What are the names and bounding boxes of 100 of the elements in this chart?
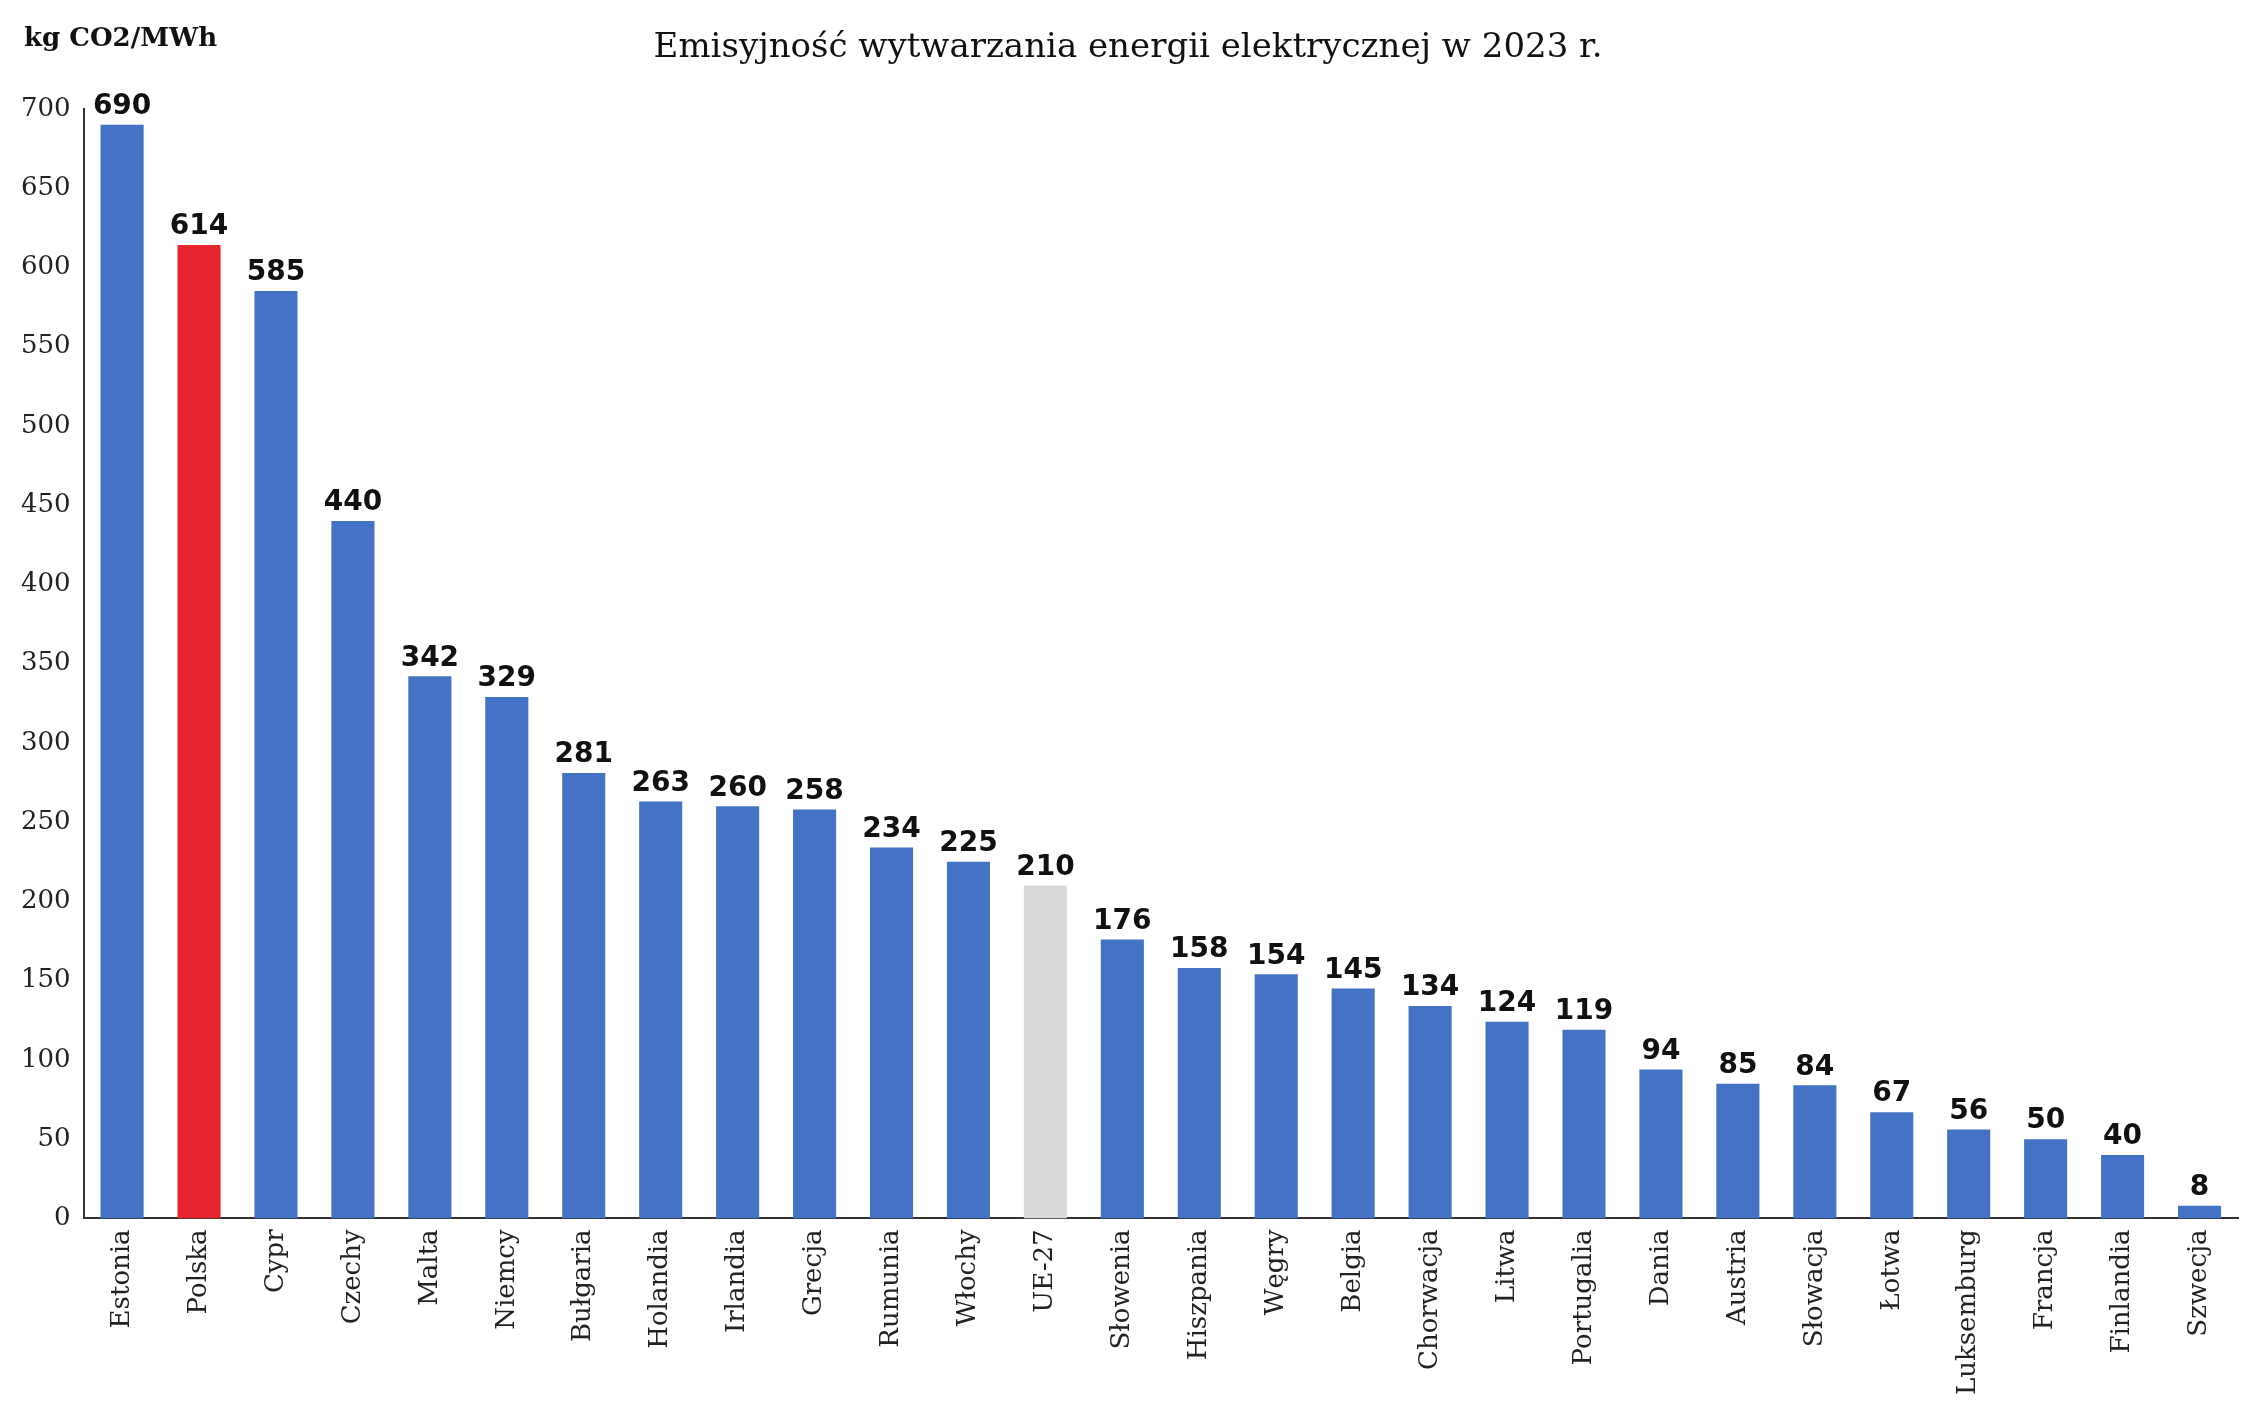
x-tick-label: Cypr bbox=[258, 1228, 289, 1294]
y-tick-label: 650 bbox=[20, 170, 71, 201]
bar bbox=[254, 291, 298, 1219]
data-label: 8 bbox=[2189, 1168, 2210, 1202]
y-tick-label: 300 bbox=[20, 725, 71, 756]
bar bbox=[1716, 1083, 1760, 1219]
y-tick-label: 0 bbox=[54, 1201, 71, 1232]
chart-title: Emisyjność wytwarzania energii elektrycznej w 2023 r. bbox=[653, 25, 1603, 66]
bar bbox=[1562, 1029, 1606, 1219]
data-label: 440 bbox=[323, 484, 383, 518]
bar bbox=[100, 124, 144, 1219]
data-label: 85 bbox=[1718, 1046, 1758, 1080]
x-tick-label: Włochy bbox=[951, 1229, 982, 1327]
data-label: 260 bbox=[708, 769, 767, 803]
x-tick-label: Węgry bbox=[1258, 1229, 1289, 1316]
data-label: 210 bbox=[1016, 848, 1075, 882]
data-label: 124 bbox=[1477, 985, 1537, 1019]
data-label: 67 bbox=[1872, 1075, 1912, 1109]
data-label: 145 bbox=[1323, 951, 1383, 985]
data-label: 176 bbox=[1093, 902, 1152, 936]
bar bbox=[1947, 1129, 1991, 1219]
y-tick-label: 100 bbox=[20, 1042, 71, 1073]
bar bbox=[2024, 1139, 2068, 1219]
y-tick-label: 600 bbox=[20, 250, 71, 281]
x-tick-label: Belgia bbox=[1335, 1229, 1366, 1313]
bar bbox=[1408, 1005, 1452, 1219]
data-label: 119 bbox=[1554, 993, 1614, 1027]
bar bbox=[639, 801, 683, 1219]
y-tick-label: 350 bbox=[20, 646, 71, 677]
x-tick-label: Grecja bbox=[797, 1229, 828, 1317]
bar bbox=[1254, 974, 1298, 1219]
y-tick-label: 500 bbox=[20, 408, 71, 439]
data-label: 342 bbox=[400, 639, 460, 673]
data-label: 84 bbox=[1795, 1048, 1835, 1082]
y-tick-label: 450 bbox=[20, 487, 71, 518]
x-tick-label: UE-27 bbox=[1028, 1229, 1059, 1313]
bar bbox=[1100, 939, 1144, 1219]
data-label: 154 bbox=[1247, 937, 1306, 971]
x-tick-label: Niemcy bbox=[489, 1229, 520, 1330]
data-label: 281 bbox=[554, 736, 613, 770]
x-tick-label: Finlandia bbox=[2105, 1229, 2136, 1354]
x-tick-label: Francja bbox=[2028, 1229, 2059, 1331]
x-tick-label: Rumunia bbox=[874, 1229, 905, 1348]
bar bbox=[485, 696, 529, 1219]
bar bbox=[1793, 1085, 1837, 1219]
data-label: 234 bbox=[862, 810, 921, 844]
bar bbox=[716, 806, 760, 1219]
y-tick-label: 550 bbox=[20, 329, 71, 360]
bar bbox=[869, 847, 914, 1219]
bar bbox=[1485, 1021, 1529, 1219]
x-tick-label: Polska bbox=[181, 1229, 212, 1315]
data-label: 258 bbox=[785, 772, 844, 806]
data-label: 158 bbox=[1170, 931, 1229, 965]
x-tick-label: Czechy bbox=[335, 1229, 366, 1325]
x-tick-label: Malta bbox=[412, 1229, 443, 1306]
y-tick-label: 700 bbox=[20, 91, 71, 122]
x-tick-label: Słowacja bbox=[1797, 1229, 1828, 1348]
data-label: 56 bbox=[1949, 1092, 1989, 1126]
bar bbox=[1023, 885, 1067, 1219]
data-label: 225 bbox=[939, 825, 998, 859]
bar bbox=[1870, 1112, 1914, 1219]
data-label: 690 bbox=[92, 87, 152, 121]
data-label: 94 bbox=[1641, 1032, 1681, 1066]
data-label: 585 bbox=[246, 254, 306, 288]
bar bbox=[793, 809, 837, 1219]
x-tick-label: Litwa bbox=[1489, 1229, 1520, 1304]
x-tick-label: Łotwa bbox=[1874, 1229, 1905, 1311]
bar bbox=[2177, 1205, 2222, 1219]
y-tick-label: 400 bbox=[20, 567, 71, 598]
data-label: 329 bbox=[477, 660, 537, 694]
y-tick-label: 200 bbox=[20, 884, 71, 915]
x-tick-label: Estonia bbox=[104, 1229, 135, 1329]
data-label: 263 bbox=[631, 764, 690, 798]
y-tick-label: 50 bbox=[37, 1121, 71, 1152]
x-tick-label: Słowenia bbox=[1105, 1229, 1136, 1350]
x-tick-label: Holandia bbox=[643, 1229, 674, 1349]
x-tick-label: Irlandia bbox=[720, 1229, 751, 1334]
data-label: 50 bbox=[2026, 1102, 2066, 1136]
bar bbox=[177, 245, 221, 1219]
x-tick-label: Luksemburg bbox=[1951, 1229, 1982, 1396]
bar bbox=[331, 520, 375, 1219]
bar bbox=[1331, 988, 1375, 1219]
x-tick-label: Chorwacja bbox=[1412, 1229, 1443, 1370]
bar bbox=[1639, 1069, 1683, 1219]
y-axis-title: kg CO2/MWh bbox=[24, 21, 218, 52]
x-tick-label: Hiszpania bbox=[1182, 1229, 1213, 1361]
y-tick-label: 150 bbox=[20, 963, 71, 994]
data-label: 134 bbox=[1400, 969, 1460, 1003]
bar bbox=[1177, 967, 1221, 1219]
x-tick-label: Bułgaria bbox=[566, 1229, 597, 1343]
x-tick-label: Austria bbox=[1720, 1229, 1751, 1326]
bar bbox=[2101, 1154, 2145, 1219]
y-tick-label: 250 bbox=[20, 804, 71, 835]
bar bbox=[408, 676, 452, 1219]
data-label: 614 bbox=[169, 208, 229, 242]
bar bbox=[946, 861, 990, 1219]
x-tick-label: Portugalia bbox=[1566, 1229, 1597, 1366]
bar bbox=[562, 772, 606, 1219]
data-label: 40 bbox=[2103, 1118, 2143, 1152]
x-tick-label: Dania bbox=[1643, 1229, 1674, 1307]
